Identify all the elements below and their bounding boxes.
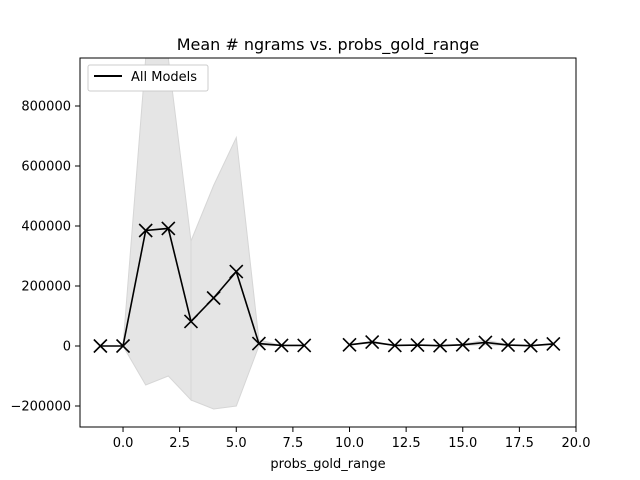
- data-point: [206, 290, 221, 306]
- x-axis: 0.0 2.5 5.0 7.5 10.0 12.5 15.0 17.5 20.0: [113, 427, 591, 451]
- chart-title: Mean # ngrams vs. probs_gold_range: [177, 35, 480, 55]
- y-tick-label: 0: [63, 340, 71, 355]
- data-point: [183, 314, 199, 329]
- data-point: [523, 338, 538, 353]
- y-tick-label: 600000: [21, 160, 71, 175]
- data-point: [115, 338, 131, 354]
- confidence-band-0: [100, 58, 192, 402]
- data-point: [433, 338, 448, 353]
- x-tick-label: 17.5: [505, 436, 534, 451]
- plot-frame: [79, 57, 577, 428]
- data-point: [161, 221, 176, 236]
- x-tick-label: 5.0: [226, 436, 247, 451]
- data-point: [229, 264, 244, 279]
- data-point: [500, 338, 516, 353]
- data-point: [546, 336, 561, 351]
- x-tick-label: 0.0: [113, 436, 134, 451]
- legend-label-all-models: All Models: [131, 70, 197, 85]
- data-point: [138, 223, 153, 238]
- x-tick-label: 2.5: [169, 436, 190, 451]
- y-tick-label: −200000: [10, 400, 71, 415]
- legend: All Models: [87, 64, 209, 92]
- y-tick-label: 800000: [21, 100, 71, 115]
- data-point: [93, 338, 108, 354]
- x-tick-label: 15.0: [448, 436, 477, 451]
- data-point: [410, 338, 425, 353]
- data-point: [478, 335, 493, 350]
- data-point: [251, 336, 266, 351]
- legend-box: [87, 64, 209, 92]
- y-tick-label: 200000: [21, 280, 71, 295]
- x-axis-label: probs_gold_range: [270, 457, 385, 472]
- y-tick-label: 400000: [21, 220, 71, 235]
- data-point: [387, 338, 402, 353]
- plot-area: [93, 58, 561, 410]
- x-tick-label: 10.0: [335, 436, 364, 451]
- data-point: [274, 338, 289, 353]
- x-tick-label: 7.5: [283, 436, 304, 451]
- y-axis: −200000 0 200000 400000 600000 800000: [10, 100, 80, 415]
- x-tick-label: 12.5: [392, 436, 421, 451]
- data-point: [297, 338, 312, 353]
- data-point: [455, 337, 470, 352]
- confidence-band-1: [190, 135, 305, 410]
- data-point: [342, 337, 357, 352]
- x-tick-label: 20.0: [562, 436, 591, 451]
- data-point: [365, 335, 380, 350]
- series-line-segment-2: [349, 341, 554, 347]
